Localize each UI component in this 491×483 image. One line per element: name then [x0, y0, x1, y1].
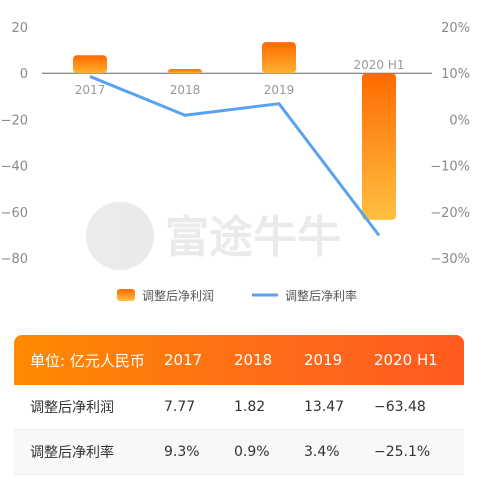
right-axis-tick-label: −10%: [430, 160, 470, 175]
right-axis-tick-label: 10%: [441, 67, 470, 82]
row-label: 调整后净利率: [30, 445, 114, 461]
data-table: 单位: 亿元人民币 2017 2018 2019 2020 H1 调整后净利润 …: [14, 335, 464, 475]
bar-net-profit: [362, 73, 396, 220]
left-axis-tick-label: 20: [11, 21, 28, 36]
header-unit: 单位: 亿元人民币: [30, 351, 145, 370]
bar-net-profit: [168, 68, 202, 74]
right-axis-tick-label: 0%: [449, 113, 470, 128]
right-axis-tick-label: −20%: [430, 206, 470, 221]
header-2017: 2017: [164, 351, 203, 369]
header-2019: 2019: [304, 351, 343, 369]
series-line-net-margin: [89, 75, 381, 237]
legend-bar-swatch: [117, 289, 135, 301]
category-label: 2019: [264, 83, 295, 97]
category-label: 2020 H1: [353, 58, 404, 72]
bar-net-profit: [73, 55, 107, 74]
table-cell: 3.4%: [304, 444, 340, 460]
category-label: 2017: [75, 83, 106, 97]
watermark-text: 富途牛牛: [165, 212, 341, 263]
right-axis-tick-label: 20%: [441, 21, 470, 36]
table-row: 调整后净利润 7.77 1.82 13.47 −63.48: [14, 385, 464, 430]
table-cell: −25.1%: [374, 444, 431, 460]
table-cell: 9.3%: [164, 444, 200, 460]
header-2020-h1: 2020 H1: [374, 351, 438, 369]
table-cell: 1.82: [234, 399, 266, 415]
left-axis-tick-label: −80: [1, 252, 28, 267]
row-label: 调整后净利润: [30, 400, 114, 416]
watermark: 富途牛牛: [86, 202, 341, 270]
table-cell: 0.9%: [234, 444, 270, 460]
left-axis-tick-label: 0: [20, 67, 28, 82]
table-cell: 7.77: [164, 399, 196, 415]
left-axis-tick-label: −60: [1, 206, 28, 221]
watermark-logo-icon: [86, 202, 154, 270]
category-label: 2018: [170, 83, 201, 97]
table-row: 调整后净利率 9.3% 0.9% 3.4% −25.1%: [14, 430, 464, 475]
right-axis-tick-label: −30%: [430, 252, 470, 267]
legend: 调整后净利润 调整后净利率: [117, 288, 357, 303]
legend-label-line: 调整后净利率: [285, 288, 357, 303]
table-header: 单位: 亿元人民币 2017 2018 2019 2020 H1: [14, 335, 464, 385]
header-2018: 2018: [234, 351, 273, 369]
legend-label-bar: 调整后净利润: [142, 288, 214, 303]
chart: 富途牛牛 20 0 −20 −40 −60 −80 20% 10% 0% −10% −20% −30…: [1, 21, 470, 303]
bar-net-profit: [262, 42, 296, 74]
table-cell: 13.47: [304, 399, 345, 415]
left-axis-tick-label: −20: [1, 113, 28, 128]
table-cell: −63.48: [374, 399, 426, 415]
left-axis-tick-label: −40: [1, 160, 28, 175]
